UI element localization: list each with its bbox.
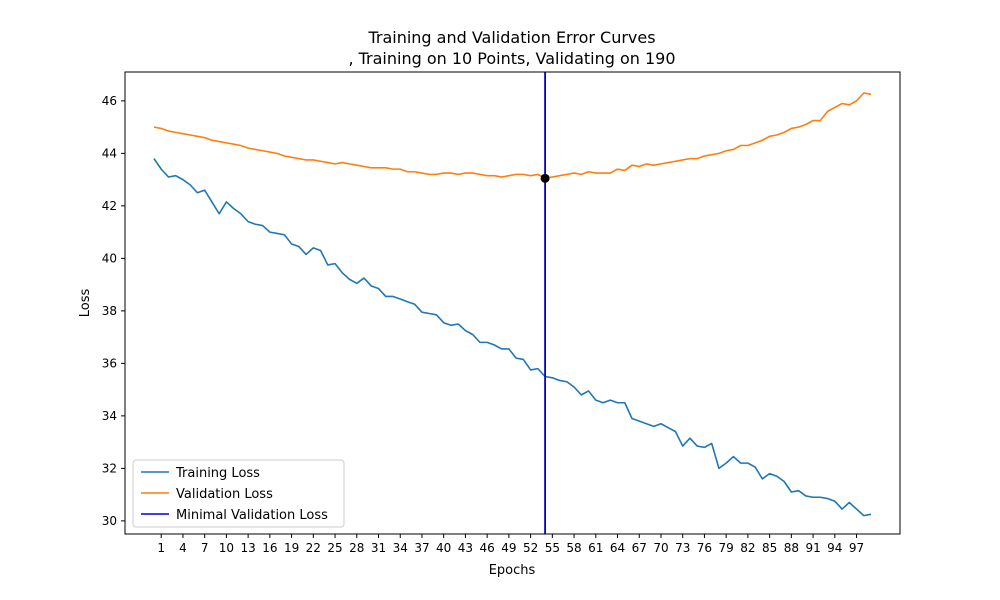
x-tick-label: 25: [327, 541, 342, 555]
minimal-validation-point: [540, 173, 550, 183]
x-tick-label: 13: [240, 541, 255, 555]
x-tick-label: 31: [371, 541, 386, 555]
x-tick-label: 85: [762, 541, 777, 555]
chart-subtitle: , Training on 10 Points, Validating on 1…: [348, 49, 675, 68]
x-tick-label: 19: [284, 541, 299, 555]
x-tick-label: 52: [523, 541, 538, 555]
y-tick-label: 42: [102, 199, 117, 213]
y-tick-label: 30: [102, 514, 117, 528]
x-tick-label: 76: [697, 541, 712, 555]
x-tick-label: 1: [157, 541, 165, 555]
legend-box: [132, 459, 345, 528]
y-tick-label: 44: [102, 146, 117, 160]
x-tick-label: 43: [458, 541, 473, 555]
x-tick-label: 64: [610, 541, 625, 555]
x-tick-label: 82: [740, 541, 755, 555]
x-tick-label: 10: [219, 541, 234, 555]
training-loss-line: [153, 158, 872, 517]
y-axis-label: Loss: [78, 289, 93, 318]
x-tick-label: 91: [805, 541, 820, 555]
plot-area: [153, 72, 872, 534]
legend-label-training: Training Loss: [175, 466, 260, 481]
y-tick-label: 34: [102, 409, 117, 423]
x-tick-label: 79: [719, 541, 734, 555]
x-tick-label: 37: [414, 541, 429, 555]
x-tick-label: 40: [436, 541, 451, 555]
legend-label-minimal: Minimal Validation Loss: [176, 508, 328, 523]
x-tick-label: 55: [545, 541, 560, 555]
x-tick-label: 73: [675, 541, 690, 555]
y-tick-label: 38: [102, 304, 117, 318]
x-tick-label: 46: [480, 541, 495, 555]
x-tick-label: 88: [784, 541, 799, 555]
x-axis-label: Epochs: [489, 563, 536, 578]
x-tick-label: 49: [501, 541, 516, 555]
axes: 1 4 7 10 13 16 19 22 25 28 31 34 37 40 43 46 49 52 55 58 61 6…: [102, 94, 864, 555]
y-tick-label: 46: [102, 94, 117, 108]
x-tick-label: 16: [262, 541, 277, 555]
x-tick-label: 22: [306, 541, 321, 555]
legend: Training Loss Validation Loss Minimal Va…: [132, 459, 345, 528]
x-tick-label: 34: [393, 541, 408, 555]
x-tick-label: 94: [827, 541, 842, 555]
x-tick-label: 97: [849, 541, 864, 555]
x-tick-label: 7: [201, 541, 209, 555]
x-tick-label: 58: [566, 541, 581, 555]
validation-loss-line: [153, 92, 872, 180]
y-tick-label: 32: [102, 461, 117, 475]
x-tick-label: 61: [588, 541, 603, 555]
chart-title: Training and Validation Error Curves: [367, 28, 655, 47]
plot-frame: [124, 71, 901, 535]
x-tick-label: 4: [179, 541, 187, 555]
x-tick-label: 70: [653, 541, 668, 555]
y-tick-label: 40: [102, 251, 117, 265]
x-tick-label: 28: [349, 541, 364, 555]
legend-label-validation: Validation Loss: [176, 487, 273, 502]
y-tick-label: 36: [102, 356, 117, 370]
x-tick-label: 67: [632, 541, 647, 555]
